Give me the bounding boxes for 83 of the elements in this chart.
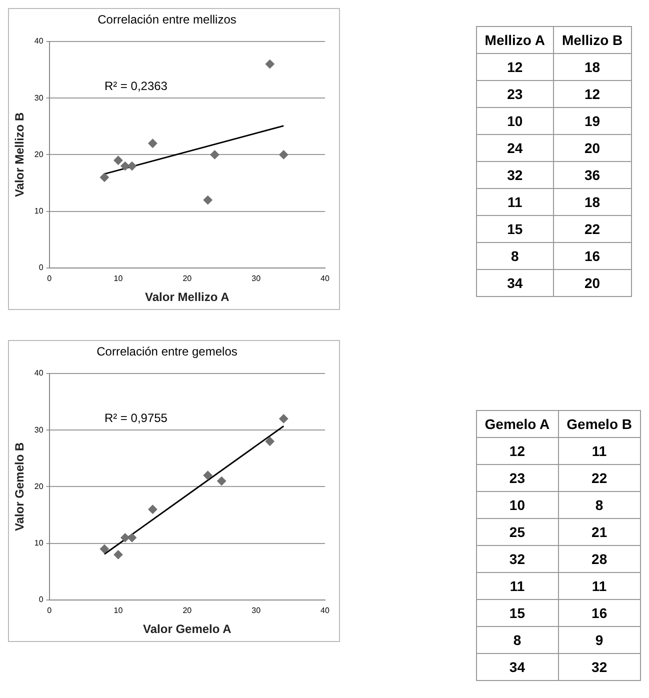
text: 11 (558, 438, 640, 464)
point (279, 414, 288, 424)
point (217, 476, 226, 486)
text: 24 (476, 134, 554, 162)
chart-title: Correlación entre mellizos (98, 12, 236, 27)
y-tick-label: 10 (34, 538, 44, 548)
point (265, 60, 274, 69)
text: 9 (558, 626, 640, 654)
y-tick-label: 0 (38, 263, 44, 272)
text: 32 (476, 162, 554, 188)
point (265, 436, 274, 446)
point (148, 138, 158, 148)
text: Gemelo A (476, 410, 558, 438)
text: 12 (476, 54, 554, 80)
x-tick-label: 30 (252, 606, 262, 616)
y-tick-label: 10 (34, 206, 44, 216)
point (128, 533, 137, 542)
x-tick-label: 40 (320, 274, 330, 284)
text: 8 (558, 492, 640, 518)
text: 32 (558, 654, 640, 680)
point (100, 172, 109, 182)
x-tick-label: 10 (114, 274, 124, 284)
y-tick-label: 30 (34, 425, 44, 434)
text: 28 (558, 546, 640, 572)
y-axis-title: Valor Gemelo B (12, 442, 27, 532)
text: 11 (558, 572, 640, 600)
text: 8 (476, 626, 558, 654)
x-tick-label: 30 (252, 274, 262, 284)
text: 8 (476, 242, 554, 270)
annotation: R² = 0,2363 (104, 79, 168, 94)
point (203, 196, 212, 205)
text: 18 (553, 54, 632, 80)
point (148, 504, 158, 514)
text: 32 (476, 546, 558, 572)
text: 23 (476, 464, 558, 492)
text: Mellizo B (553, 26, 632, 54)
text: 11 (476, 188, 554, 216)
x-tick-label: 0 (47, 274, 52, 284)
text: 15 (476, 216, 554, 242)
text: 22 (558, 464, 640, 492)
text: 11 (476, 572, 558, 600)
text: Gemelo B (558, 410, 640, 438)
text: 16 (558, 600, 640, 626)
x-tick-label: 0 (47, 606, 52, 616)
point (114, 550, 123, 560)
x-axis-title: Valor Gemelo A (143, 622, 232, 636)
text: 34 (476, 654, 558, 680)
text: 16 (553, 242, 632, 270)
text: 12 (553, 80, 632, 108)
text: 21 (558, 518, 640, 546)
text: 10 (476, 492, 558, 518)
point (210, 150, 220, 160)
point (203, 470, 212, 480)
y-tick-label: 40 (34, 36, 44, 46)
text: 34 (476, 270, 554, 296)
text: 10 (476, 108, 554, 134)
point (279, 150, 288, 160)
text: 25 (476, 518, 558, 546)
y-tick-label: 30 (34, 93, 44, 102)
x-tick-label: 20 (182, 606, 192, 616)
text: 22 (553, 216, 632, 242)
x-tick-label: 40 (320, 606, 330, 616)
text: 19 (553, 108, 632, 134)
y-axis-title: Valor Mellizo B (12, 112, 27, 198)
point (128, 162, 137, 171)
y-tick-label: 0 (38, 595, 44, 604)
point (114, 156, 123, 165)
text: 18 (553, 188, 632, 216)
y-tick-label: 40 (34, 368, 44, 378)
text: 15 (476, 600, 558, 626)
text: Mellizo A (476, 26, 554, 54)
text: 20 (553, 134, 632, 162)
text: 12 (476, 438, 558, 464)
y-tick-label: 20 (34, 482, 44, 491)
chart-title: Correlación entre gemelos (96, 344, 238, 359)
y-tick-label: 20 (34, 150, 44, 159)
x-tick-label: 20 (182, 274, 192, 284)
annotation: R² = 0,9755 (104, 411, 168, 426)
text: 23 (476, 80, 554, 108)
x-tick-label: 10 (114, 606, 124, 616)
text: 36 (553, 162, 632, 188)
point (100, 544, 109, 554)
x-axis-title: Valor Mellizo A (145, 290, 230, 304)
